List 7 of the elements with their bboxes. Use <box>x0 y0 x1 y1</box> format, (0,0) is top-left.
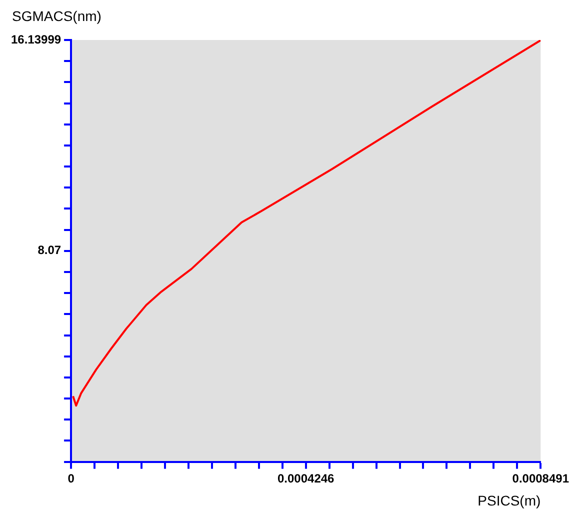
x-tick-label: 0.0004246 <box>277 471 335 486</box>
x-axis-title: PSICS(m) <box>478 492 541 508</box>
y-axis-title: SGMACS(nm) <box>12 8 102 26</box>
x-tick-label: 0.0008491 <box>512 471 570 486</box>
y-tick-label: 8.07 <box>38 243 62 258</box>
y-tick-label: 16.13999 <box>10 32 62 46</box>
x-tick-label: 0 <box>68 471 75 486</box>
